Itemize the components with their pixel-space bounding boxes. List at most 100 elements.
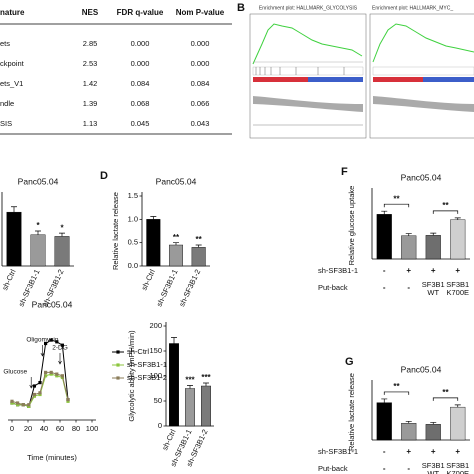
significance: *** (201, 373, 211, 382)
bar (376, 402, 392, 441)
error-bar (381, 210, 388, 215)
panel-letter: B (237, 2, 245, 14)
panel-title: Panc05.04 (401, 172, 442, 182)
panel-title: Panc05.04 (18, 176, 59, 186)
row-value: + (406, 447, 411, 456)
annotation-arrow (58, 353, 62, 365)
table-cell: 0.000 (131, 59, 150, 68)
error-bar (173, 242, 179, 245)
y-tick-label: 1.5 (128, 191, 138, 200)
point (44, 370, 48, 374)
bar (376, 214, 392, 260)
significance: *** (185, 376, 195, 385)
row-value: + (431, 266, 436, 275)
row-value: + (431, 447, 436, 456)
bar (450, 219, 466, 260)
table-cell: ckpoint (0, 59, 25, 68)
y-axis-label: Relative lactate release (347, 373, 356, 451)
bar (200, 385, 211, 427)
bar (401, 423, 417, 441)
bar (168, 244, 183, 267)
significance: * (36, 221, 40, 230)
point (10, 401, 14, 405)
point (66, 399, 70, 403)
row-value: SF3B1 WT (422, 461, 445, 474)
table-cell: ets (0, 39, 10, 48)
error-bar (150, 216, 157, 220)
error-bar (405, 233, 412, 236)
error-bar (195, 244, 202, 248)
y-axis-label: Relative glucose uptake (347, 186, 356, 266)
bar (401, 235, 417, 260)
point (55, 372, 59, 376)
table-header: nature (0, 8, 25, 17)
panel-letter: F (341, 166, 348, 178)
bracket-label: ** (442, 388, 449, 397)
x-tick-label: 80 (72, 424, 80, 433)
significance: * (60, 223, 64, 232)
y-tick-label: 100 (149, 371, 162, 380)
x-tick-label: sh-Ctrl (0, 268, 18, 292)
point (27, 404, 31, 408)
x-tick-label: 40 (40, 424, 48, 433)
point (44, 374, 48, 378)
point (10, 399, 14, 403)
table-cell: ndle (0, 99, 14, 108)
table-cell: 0.000 (191, 39, 210, 48)
panel-letter: G (345, 356, 354, 368)
bar (54, 236, 70, 267)
panel-title: Panc05.04 (401, 364, 442, 374)
x-tick-label: 0 (10, 424, 14, 433)
series-line (11, 371, 69, 406)
significance: ** (196, 235, 203, 244)
point (32, 384, 36, 388)
error-bar (35, 230, 41, 235)
row-label: Put-back (318, 464, 348, 473)
error-bar (430, 422, 437, 425)
table-cell: 2.53 (83, 59, 98, 68)
bracket (383, 391, 410, 395)
legend-label: sh-SF3B1-1 (127, 360, 167, 369)
x-tick-label: 60 (56, 424, 64, 433)
table-cell: 0.084 (131, 79, 150, 88)
row-value: - (407, 464, 410, 473)
error-bar (59, 232, 65, 237)
row-value: - (383, 266, 386, 275)
annotation: 2-DG (52, 345, 68, 352)
row-value: + (455, 266, 460, 275)
error-bar (11, 206, 17, 213)
legend-label: sh-Ctrl (127, 347, 149, 356)
annotation-arrow (40, 345, 45, 357)
row-value: - (383, 283, 386, 292)
point (60, 343, 64, 347)
bracket (383, 203, 410, 208)
bar (450, 406, 466, 441)
legend-marker (116, 350, 120, 354)
point (49, 338, 53, 342)
bar (30, 234, 46, 267)
bar (425, 424, 441, 441)
series-line (11, 373, 69, 407)
error-bar (203, 382, 209, 386)
table-cell: SIS (0, 119, 12, 128)
error-bar (454, 404, 461, 408)
bar (6, 211, 22, 267)
table-cell: 0.043 (191, 119, 210, 128)
point (27, 403, 31, 407)
row-value: + (455, 447, 460, 456)
error-bar (405, 420, 412, 424)
bracket (432, 210, 459, 214)
plot-title: Enrichment plot: HALLMARK_GLYCOLYSIS (259, 5, 358, 11)
table-cell: 0.000 (191, 59, 210, 68)
annotation: Oligomycin (26, 337, 59, 344)
bracket-label: ** (393, 382, 400, 391)
point (32, 394, 36, 398)
significance: ** (173, 233, 180, 242)
gsea-plot (369, 13, 474, 139)
bar (146, 219, 161, 267)
row-value: + (406, 266, 411, 275)
y-tick-label: 0 (158, 421, 162, 430)
row-value: SF3B1 K700E (446, 280, 469, 297)
row-label: sh-SF3B1-1 (318, 447, 358, 456)
